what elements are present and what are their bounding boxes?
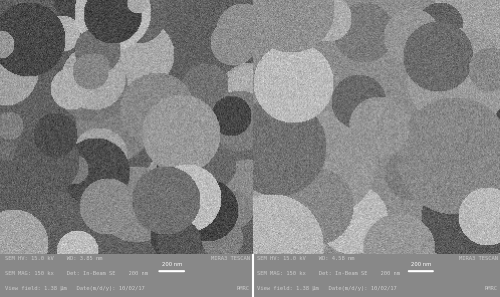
Text: View field: 1.38 μm   Date(m/d/y): 10/02/17: View field: 1.38 μm Date(m/d/y): 10/02/1…	[5, 286, 145, 291]
Text: L5 = 53.49 nm: L5 = 53.49 nm	[332, 205, 392, 214]
Text: L2 = 25.61 nm: L2 = 25.61 nm	[76, 68, 136, 77]
Text: 200 nm: 200 nm	[162, 262, 182, 267]
Text: L3 = 31.88 nm: L3 = 31.88 nm	[15, 124, 76, 133]
Text: L6 = 25.04 nm: L6 = 25.04 nm	[10, 157, 70, 166]
Text: L2 = 48.95 nm: L2 = 48.95 nm	[292, 169, 352, 178]
Text: L6 = 43.58 nm: L6 = 43.58 nm	[282, 213, 343, 222]
Text: SEM MAG: 150 kx    Det: In-Beam SE    200 nm: SEM MAG: 150 kx Det: In-Beam SE 200 nm	[258, 271, 400, 276]
Text: View field: 1.38 μm   Date(m/d/y): 10/02/17: View field: 1.38 μm Date(m/d/y): 10/02/1…	[258, 286, 397, 291]
Text: L4 = 74.21 nm: L4 = 74.21 nm	[334, 48, 394, 56]
Text: MIRA3 TESCAN: MIRA3 TESCAN	[458, 256, 498, 261]
Text: SEM MAG: 150 kx    Det: In-Beam SE    200 nm: SEM MAG: 150 kx Det: In-Beam SE 200 nm	[5, 271, 148, 276]
Text: SEM HV: 15.0 kV    WD: 3.85 nm: SEM HV: 15.0 kV WD: 3.85 nm	[5, 256, 102, 261]
Text: a: a	[8, 13, 18, 29]
Text: RMRC: RMRC	[237, 286, 250, 291]
Text: L1 = 25.23 nm: L1 = 25.23 nm	[94, 177, 154, 186]
Text: RMRC: RMRC	[484, 286, 498, 291]
Text: b: b	[258, 13, 268, 29]
Text: L1 = 57.66 nm: L1 = 57.66 nm	[332, 119, 392, 128]
Text: L4 = 16.61 nm: L4 = 16.61 nm	[81, 208, 141, 217]
Text: SEM HV: 15.0 kV    WD: 4.58 nm: SEM HV: 15.0 kV WD: 4.58 nm	[258, 256, 355, 261]
Text: MIRA3 TESCAN: MIRA3 TESCAN	[211, 256, 250, 261]
Text: L7 = 18.02 nm: L7 = 18.02 nm	[106, 149, 166, 158]
Text: 200 nm: 200 nm	[410, 262, 431, 267]
Text: L3 = 145.28 nm: L3 = 145.28 nm	[268, 119, 332, 128]
Text: L5 = 26.24 nm: L5 = 26.24 nm	[10, 174, 70, 184]
